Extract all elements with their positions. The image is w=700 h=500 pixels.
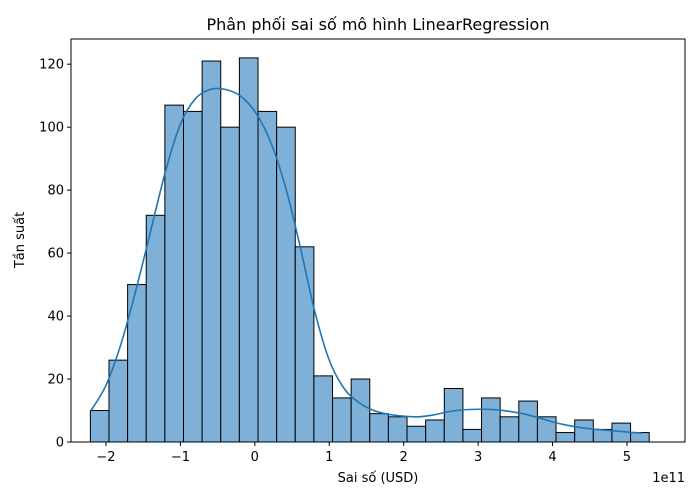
x-axis-ticks: −2 −1 0 1 2 3 4 5 xyxy=(96,442,631,465)
kde-line xyxy=(90,87,642,434)
x-tick-label: −2 xyxy=(96,450,115,465)
y-tick-label: 80 xyxy=(47,184,64,199)
histogram-bar xyxy=(630,432,650,443)
histogram-bar xyxy=(182,110,203,443)
y-axis-label: Tần suất xyxy=(13,212,28,269)
chart-title: Phân phối sai số mô hình LinearRegressio… xyxy=(207,15,550,34)
histogram-bar xyxy=(220,126,240,443)
histogram-bar xyxy=(201,60,222,443)
histogram-bar xyxy=(238,57,259,443)
histogram-bar xyxy=(574,419,594,443)
histogram-bar xyxy=(89,410,110,443)
histogram-bar xyxy=(332,397,352,443)
histogram-bar xyxy=(406,425,427,443)
x-tick-label: 4 xyxy=(548,450,556,465)
histogram-bar xyxy=(555,432,576,443)
histogram-bar xyxy=(425,419,445,443)
histogram-bar xyxy=(387,416,408,443)
histogram-bar xyxy=(443,387,464,443)
histogram-bars xyxy=(89,57,650,443)
histogram-bar xyxy=(518,400,538,443)
kde-curve-group xyxy=(90,87,642,434)
x-tick-label: 5 xyxy=(623,450,631,465)
histogram-bar xyxy=(462,428,483,443)
histogram-bar xyxy=(313,375,334,443)
x-axis-offset-text: 1e11 xyxy=(652,471,685,486)
histogram-bar xyxy=(350,378,371,443)
x-axis-label: Sai số (USD) xyxy=(338,471,419,486)
histogram-bar xyxy=(592,428,613,443)
histogram-bar xyxy=(481,397,501,443)
y-tick-label: 60 xyxy=(47,247,64,262)
y-tick-label: 120 xyxy=(39,58,64,73)
y-tick-label: 20 xyxy=(47,373,64,388)
plot-frame xyxy=(70,38,686,443)
histogram-bar xyxy=(369,413,389,443)
x-tick-label: 3 xyxy=(474,450,482,465)
histogram-bar xyxy=(294,246,315,443)
histogram-bar xyxy=(257,110,278,443)
histogram-bar xyxy=(276,126,296,443)
x-tick-label: −1 xyxy=(171,450,190,465)
histogram-bar xyxy=(164,104,184,443)
histogram-bar xyxy=(145,214,166,443)
y-tick-label: 100 xyxy=(39,121,64,136)
x-tick-label: 0 xyxy=(251,450,259,465)
x-tick-label: 2 xyxy=(400,450,408,465)
y-tick-label: 0 xyxy=(56,436,64,451)
y-tick-label: 40 xyxy=(47,310,64,325)
y-axis-ticks: 0 20 40 60 80 100 120 xyxy=(39,58,71,451)
histogram-bar xyxy=(499,416,520,443)
x-tick-label: 1 xyxy=(325,450,333,465)
